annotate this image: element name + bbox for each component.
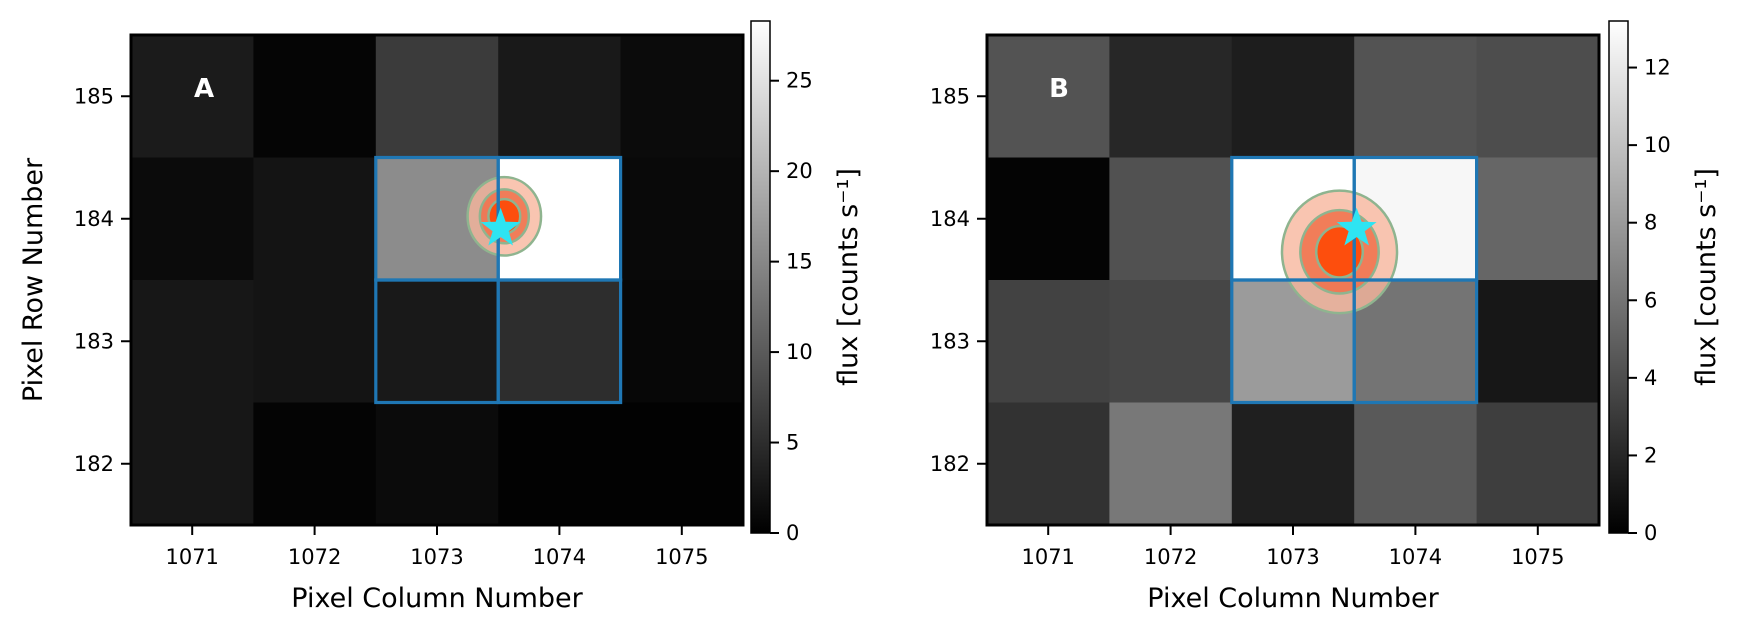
- heatmap-cell: [253, 35, 377, 158]
- contours-a: [466, 175, 543, 257]
- x-tick-label: 1075: [1511, 545, 1564, 569]
- heatmap-cell: [987, 157, 1110, 281]
- x-axis-label-a: Pixel Column Number: [291, 583, 583, 614]
- x-ticks-b: 1071 1072 1073 1074 1075: [1021, 525, 1565, 569]
- x-tick-label: 1075: [655, 545, 708, 569]
- heatmap-cell: [498, 280, 622, 403]
- heatmap-cell: [987, 280, 1110, 403]
- heatmap-cell: [253, 157, 377, 281]
- heatmap-cell: [1354, 402, 1478, 526]
- colorbar-a: [750, 20, 771, 534]
- panel-a: A 1071 1072 1073 1074 1075 182 183 184 185 Pixe…: [18, 20, 864, 614]
- colorbar-tick-label: 0: [1644, 521, 1657, 545]
- heatmap-cell: [498, 35, 622, 158]
- colorbar-ticks-b: 0 2 4 6 8 10 12: [1628, 56, 1671, 545]
- y-ticks-b: 182 183 184 185: [930, 84, 987, 476]
- x-tick-label: 1073: [410, 545, 463, 569]
- heatmap-cell: [1476, 157, 1600, 281]
- colorbar-tick-label: 8: [1644, 211, 1657, 235]
- x-tick-label: 1073: [1266, 545, 1319, 569]
- colorbar-tick-label: 5: [786, 431, 799, 455]
- heatmap-cell: [375, 402, 499, 526]
- colorbar-tick-label: 12: [1644, 56, 1671, 80]
- colorbar-label-b: flux [counts s⁻¹]: [1691, 168, 1722, 386]
- y-tick-label: 182: [930, 452, 970, 476]
- panel-b: B 1071 1072 1073 1074 1075 182 183 184 185 Pixe…: [930, 20, 1722, 614]
- panel-label-a: A: [194, 74, 214, 104]
- heatmap-cell: [1109, 402, 1233, 526]
- star-a: [480, 207, 521, 246]
- heatmap-cell: [620, 402, 744, 526]
- heatmap-cell: [131, 280, 254, 403]
- heatmap-cell: [620, 35, 744, 158]
- y-tick-label: 183: [930, 329, 970, 353]
- heatmap-cell: [131, 157, 254, 281]
- y-tick-label: 184: [930, 207, 970, 231]
- colorbar-tick-label: 10: [786, 340, 813, 364]
- heatmap-cell: [1231, 35, 1355, 158]
- heatmap-cell: [131, 35, 254, 158]
- colorbar-tick-label: 25: [786, 69, 813, 93]
- colorbar-tick-label: 10: [1644, 133, 1671, 157]
- heatmap-cell: [987, 35, 1110, 158]
- colorbar-tick-label: 6: [1644, 288, 1657, 312]
- x-tick-label: 1074: [1389, 545, 1442, 569]
- heatmap-cell: [131, 402, 254, 526]
- heatmap-cell: [987, 402, 1110, 526]
- colorbar-tick-label: 20: [786, 159, 813, 183]
- x-ticks-a: 1071 1072 1073 1074 1075: [165, 525, 709, 569]
- heatmap-cell: [1476, 402, 1600, 526]
- colorbar-tick-label: 15: [786, 250, 813, 274]
- x-tick-label: 1071: [165, 545, 218, 569]
- heatmap-cell: [375, 35, 499, 158]
- heatmap-cell: [1231, 402, 1355, 526]
- colorbar-tick-label: 4: [1644, 366, 1657, 390]
- y-tick-label: 183: [74, 329, 114, 353]
- heatmap-cell: [620, 157, 744, 281]
- x-tick-label: 1074: [533, 545, 586, 569]
- contours-b: [1280, 189, 1399, 315]
- heatmap-cell: [1476, 35, 1600, 158]
- colorbar-label-a: flux [counts s⁻¹]: [833, 168, 864, 386]
- heatmap-cell: [253, 402, 377, 526]
- heatmap-cell: [1109, 157, 1233, 281]
- y-tick-label: 182: [74, 452, 114, 476]
- colorbar-b: [1608, 20, 1629, 534]
- panel-label-b: B: [1049, 74, 1069, 104]
- x-tick-label: 1072: [1144, 545, 1197, 569]
- colorbar-tick-label: 2: [1644, 443, 1657, 467]
- star-b: [1336, 207, 1377, 246]
- colorbar-tick-label: 0: [786, 521, 799, 545]
- heatmap-cell: [1109, 280, 1233, 403]
- heatmap-cell: [253, 280, 377, 403]
- y-tick-label: 184: [74, 207, 114, 231]
- heatmap-cell: [620, 280, 744, 403]
- heatmap-cells-b: [987, 35, 1600, 526]
- heatmap-cell: [1354, 35, 1478, 158]
- star-marker: [480, 207, 521, 246]
- y-tick-label: 185: [930, 84, 970, 108]
- x-axis-label-b: Pixel Column Number: [1147, 583, 1439, 614]
- y-ticks-a: 182 183 184 185: [74, 84, 131, 476]
- heatmap-cell: [1476, 280, 1600, 403]
- colorbar-ticks-a: 0 5 10 15 20 25: [770, 69, 813, 545]
- heatmap-cell: [498, 402, 622, 526]
- y-axis-label-a: Pixel Row Number: [18, 157, 49, 402]
- y-tick-label: 185: [74, 84, 114, 108]
- star-marker: [1336, 207, 1377, 246]
- x-tick-label: 1072: [288, 545, 341, 569]
- heatmap-cell: [1109, 35, 1233, 158]
- x-tick-label: 1071: [1021, 545, 1074, 569]
- heatmap-cell: [375, 280, 499, 403]
